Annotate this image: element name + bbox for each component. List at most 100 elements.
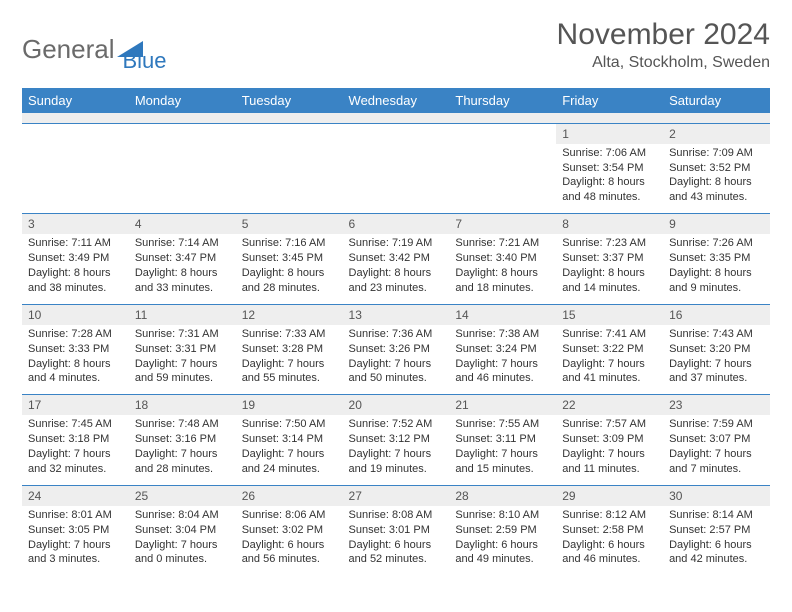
- calendar-cell: 26Sunrise: 8:06 AMSunset: 3:02 PMDayligh…: [236, 485, 343, 575]
- day-number: 19: [236, 395, 343, 415]
- day-details: Sunrise: 7:50 AMSunset: 3:14 PMDaylight:…: [236, 415, 343, 484]
- header: General Blue November 2024 Alta, Stockho…: [22, 18, 770, 74]
- calendar-cell: ..: [22, 123, 129, 214]
- weekday-header: Saturday: [663, 88, 770, 113]
- month-title: November 2024: [557, 18, 770, 52]
- calendar-cell: 9Sunrise: 7:26 AMSunset: 3:35 PMDaylight…: [663, 214, 770, 305]
- day-number: 1: [556, 124, 663, 144]
- weekday-header: Friday: [556, 88, 663, 113]
- calendar-cell: 20Sunrise: 7:52 AMSunset: 3:12 PMDayligh…: [343, 395, 450, 486]
- day-details: Sunrise: 7:57 AMSunset: 3:09 PMDaylight:…: [556, 415, 663, 484]
- day-details: Sunrise: 8:14 AMSunset: 2:57 PMDaylight:…: [663, 506, 770, 575]
- day-details: Sunrise: 7:52 AMSunset: 3:12 PMDaylight:…: [343, 415, 450, 484]
- calendar-cell: ..: [449, 123, 556, 214]
- calendar-cell: 15Sunrise: 7:41 AMSunset: 3:22 PMDayligh…: [556, 304, 663, 395]
- calendar-cell: 25Sunrise: 8:04 AMSunset: 3:04 PMDayligh…: [129, 485, 236, 575]
- calendar-cell: 28Sunrise: 8:10 AMSunset: 2:59 PMDayligh…: [449, 485, 556, 575]
- calendar-cell: 4Sunrise: 7:14 AMSunset: 3:47 PMDaylight…: [129, 214, 236, 305]
- day-details: Sunrise: 8:04 AMSunset: 3:04 PMDaylight:…: [129, 506, 236, 575]
- day-number: 24: [22, 486, 129, 506]
- calendar-cell: 29Sunrise: 8:12 AMSunset: 2:58 PMDayligh…: [556, 485, 663, 575]
- day-number: 21: [449, 395, 556, 415]
- day-number: 17: [22, 395, 129, 415]
- calendar-header-row: SundayMondayTuesdayWednesdayThursdayFrid…: [22, 88, 770, 113]
- day-number: 13: [343, 305, 450, 325]
- day-number: 14: [449, 305, 556, 325]
- day-number: 29: [556, 486, 663, 506]
- weekday-header: Wednesday: [343, 88, 450, 113]
- day-details: Sunrise: 7:55 AMSunset: 3:11 PMDaylight:…: [449, 415, 556, 484]
- day-number: 23: [663, 395, 770, 415]
- calendar-cell: 1Sunrise: 7:06 AMSunset: 3:54 PMDaylight…: [556, 123, 663, 214]
- day-details: Sunrise: 7:33 AMSunset: 3:28 PMDaylight:…: [236, 325, 343, 394]
- calendar-cell: 27Sunrise: 8:08 AMSunset: 3:01 PMDayligh…: [343, 485, 450, 575]
- day-number: 9: [663, 214, 770, 234]
- day-details: Sunrise: 7:36 AMSunset: 3:26 PMDaylight:…: [343, 325, 450, 394]
- calendar-cell: 5Sunrise: 7:16 AMSunset: 3:45 PMDaylight…: [236, 214, 343, 305]
- day-number: 16: [663, 305, 770, 325]
- day-details: Sunrise: 7:09 AMSunset: 3:52 PMDaylight:…: [663, 144, 770, 213]
- day-details: Sunrise: 7:31 AMSunset: 3:31 PMDaylight:…: [129, 325, 236, 394]
- day-details: Sunrise: 8:10 AMSunset: 2:59 PMDaylight:…: [449, 506, 556, 575]
- day-details: Sunrise: 7:14 AMSunset: 3:47 PMDaylight:…: [129, 234, 236, 303]
- day-details: Sunrise: 7:38 AMSunset: 3:24 PMDaylight:…: [449, 325, 556, 394]
- day-details: Sunrise: 7:06 AMSunset: 3:54 PMDaylight:…: [556, 144, 663, 213]
- calendar-cell: ..: [343, 123, 450, 214]
- calendar-cell: 12Sunrise: 7:33 AMSunset: 3:28 PMDayligh…: [236, 304, 343, 395]
- day-details: Sunrise: 8:12 AMSunset: 2:58 PMDaylight:…: [556, 506, 663, 575]
- calendar-cell: 8Sunrise: 7:23 AMSunset: 3:37 PMDaylight…: [556, 214, 663, 305]
- calendar-week-row: 3Sunrise: 7:11 AMSunset: 3:49 PMDaylight…: [22, 214, 770, 305]
- day-number: 7: [449, 214, 556, 234]
- day-number: 8: [556, 214, 663, 234]
- weekday-header: Monday: [129, 88, 236, 113]
- day-details: Sunrise: 7:21 AMSunset: 3:40 PMDaylight:…: [449, 234, 556, 303]
- day-details: Sunrise: 8:06 AMSunset: 3:02 PMDaylight:…: [236, 506, 343, 575]
- day-details: Sunrise: 7:41 AMSunset: 3:22 PMDaylight:…: [556, 325, 663, 394]
- day-details: Sunrise: 7:59 AMSunset: 3:07 PMDaylight:…: [663, 415, 770, 484]
- calendar-cell: ..: [236, 123, 343, 214]
- calendar-week-row: 24Sunrise: 8:01 AMSunset: 3:05 PMDayligh…: [22, 485, 770, 575]
- day-number: 15: [556, 305, 663, 325]
- day-number: 6: [343, 214, 450, 234]
- calendar-cell: 13Sunrise: 7:36 AMSunset: 3:26 PMDayligh…: [343, 304, 450, 395]
- calendar-cell: 19Sunrise: 7:50 AMSunset: 3:14 PMDayligh…: [236, 395, 343, 486]
- calendar-cell: 14Sunrise: 7:38 AMSunset: 3:24 PMDayligh…: [449, 304, 556, 395]
- day-number: 25: [129, 486, 236, 506]
- day-number: 2: [663, 124, 770, 144]
- day-number: 18: [129, 395, 236, 415]
- day-number: 28: [449, 486, 556, 506]
- calendar-week-row: 17Sunrise: 7:45 AMSunset: 3:18 PMDayligh…: [22, 395, 770, 486]
- day-number: 3: [22, 214, 129, 234]
- calendar-cell: ..: [129, 123, 236, 214]
- day-details: Sunrise: 7:28 AMSunset: 3:33 PMDaylight:…: [22, 325, 129, 394]
- brand-part2: Blue: [123, 48, 167, 74]
- calendar-week-row: 10Sunrise: 7:28 AMSunset: 3:33 PMDayligh…: [22, 304, 770, 395]
- day-number: 22: [556, 395, 663, 415]
- location-text: Alta, Stockholm, Sweden: [557, 54, 770, 72]
- day-details: Sunrise: 7:23 AMSunset: 3:37 PMDaylight:…: [556, 234, 663, 303]
- weekday-header: Thursday: [449, 88, 556, 113]
- calendar-cell: 22Sunrise: 7:57 AMSunset: 3:09 PMDayligh…: [556, 395, 663, 486]
- brand-logo: General Blue: [22, 18, 167, 74]
- day-number: 27: [343, 486, 450, 506]
- calendar-cell: 21Sunrise: 7:55 AMSunset: 3:11 PMDayligh…: [449, 395, 556, 486]
- day-details: Sunrise: 7:43 AMSunset: 3:20 PMDaylight:…: [663, 325, 770, 394]
- calendar-cell: 7Sunrise: 7:21 AMSunset: 3:40 PMDaylight…: [449, 214, 556, 305]
- day-number: 30: [663, 486, 770, 506]
- calendar-cell: 24Sunrise: 8:01 AMSunset: 3:05 PMDayligh…: [22, 485, 129, 575]
- day-details: Sunrise: 7:45 AMSunset: 3:18 PMDaylight:…: [22, 415, 129, 484]
- day-details: Sunrise: 7:16 AMSunset: 3:45 PMDaylight:…: [236, 234, 343, 303]
- calendar-cell: 17Sunrise: 7:45 AMSunset: 3:18 PMDayligh…: [22, 395, 129, 486]
- day-details: Sunrise: 8:08 AMSunset: 3:01 PMDaylight:…: [343, 506, 450, 575]
- brand-part1: General: [22, 34, 115, 65]
- day-number: 4: [129, 214, 236, 234]
- day-details: Sunrise: 8:01 AMSunset: 3:05 PMDaylight:…: [22, 506, 129, 575]
- day-details: Sunrise: 7:11 AMSunset: 3:49 PMDaylight:…: [22, 234, 129, 303]
- calendar-cell: 11Sunrise: 7:31 AMSunset: 3:31 PMDayligh…: [129, 304, 236, 395]
- calendar-cell: 3Sunrise: 7:11 AMSunset: 3:49 PMDaylight…: [22, 214, 129, 305]
- calendar-cell: 6Sunrise: 7:19 AMSunset: 3:42 PMDaylight…: [343, 214, 450, 305]
- calendar-cell: 23Sunrise: 7:59 AMSunset: 3:07 PMDayligh…: [663, 395, 770, 486]
- weekday-header: Sunday: [22, 88, 129, 113]
- calendar-cell: 2Sunrise: 7:09 AMSunset: 3:52 PMDaylight…: [663, 123, 770, 214]
- calendar-table: SundayMondayTuesdayWednesdayThursdayFrid…: [22, 88, 770, 575]
